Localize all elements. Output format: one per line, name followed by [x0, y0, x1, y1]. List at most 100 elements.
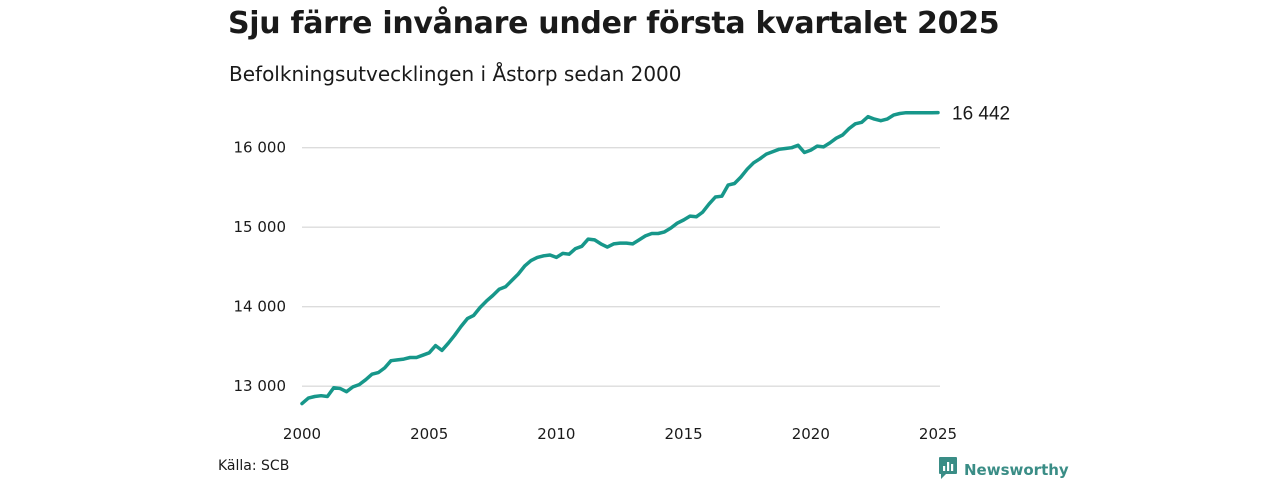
data-point	[497, 287, 501, 291]
data-point	[714, 195, 717, 199]
data-point	[618, 241, 622, 245]
data-point	[656, 232, 660, 235]
data-point	[504, 285, 507, 289]
data-point	[485, 299, 488, 303]
data-point	[491, 294, 495, 297]
brand-name: Newsworthy	[964, 461, 1069, 479]
data-point	[593, 238, 596, 242]
data-point	[370, 372, 374, 376]
data-point	[911, 111, 914, 115]
data-point	[898, 112, 902, 115]
data-point	[803, 151, 806, 154]
data-point	[561, 252, 565, 255]
data-point	[459, 325, 463, 328]
data-point	[529, 259, 533, 262]
data-point	[917, 111, 921, 115]
source-note: Källa: SCB	[218, 458, 290, 474]
data-point	[752, 161, 755, 165]
data-point	[338, 387, 342, 390]
data-point	[688, 214, 692, 218]
data-point	[923, 111, 927, 115]
data-point	[612, 242, 615, 246]
data-point	[402, 357, 406, 361]
data-point	[675, 221, 679, 225]
x-tick-label: 2010	[537, 425, 575, 443]
y-tick-label: 15 000	[234, 218, 287, 236]
data-point	[904, 111, 908, 115]
gridlines	[302, 146, 940, 387]
data-point	[466, 317, 469, 320]
data-point	[841, 133, 844, 137]
data-point	[733, 182, 736, 185]
chart-subtitle: Befolkningsutvecklingen i Åstorp sedan 2…	[229, 62, 682, 86]
data-point	[396, 358, 399, 362]
x-tick-label: 2025	[919, 425, 957, 443]
data-point	[873, 117, 876, 121]
data-point	[555, 256, 558, 259]
data-point	[739, 175, 743, 179]
data-point	[313, 395, 317, 398]
end-value-label: 16 442	[952, 104, 1010, 125]
data-point	[885, 117, 889, 121]
data-point	[300, 402, 304, 405]
data-point	[758, 157, 762, 161]
data-point	[707, 202, 711, 206]
data-point	[625, 241, 628, 245]
data-point	[860, 120, 864, 124]
series-layer	[300, 110, 940, 406]
data-point	[809, 148, 813, 152]
data-point	[720, 194, 724, 198]
data-point	[815, 144, 819, 148]
data-point	[345, 390, 348, 394]
data-point	[822, 145, 825, 149]
data-point	[796, 143, 800, 147]
x-tick-label: 2020	[792, 425, 830, 443]
data-point	[682, 218, 685, 222]
data-point	[599, 242, 603, 246]
data-point	[784, 147, 787, 150]
data-point	[440, 349, 444, 352]
x-tick-label: 2015	[665, 425, 703, 443]
data-point	[580, 244, 584, 248]
data-point	[415, 356, 418, 359]
data-point	[510, 279, 514, 282]
brand[interactable]: Newsworthy	[938, 456, 1069, 484]
data-point	[726, 183, 730, 187]
data-point	[516, 272, 520, 276]
y-tick-label: 14 000	[234, 298, 287, 316]
data-point	[453, 333, 456, 337]
data-point	[586, 237, 590, 241]
data-point	[828, 141, 832, 145]
data-point	[936, 111, 940, 114]
data-point	[879, 119, 883, 123]
data-point	[930, 111, 933, 115]
data-point	[351, 385, 355, 389]
x-tick-label: 2000	[283, 425, 321, 443]
data-point	[535, 256, 539, 259]
data-point	[523, 264, 526, 268]
data-point	[408, 356, 412, 359]
data-point	[847, 127, 851, 130]
data-point	[644, 234, 647, 238]
data-point	[542, 254, 546, 258]
data-point	[694, 215, 698, 219]
data-point	[319, 394, 323, 398]
data-point	[853, 122, 857, 126]
data-point	[421, 353, 425, 357]
data-point	[637, 238, 641, 242]
data-point	[771, 150, 774, 154]
data-point	[472, 314, 476, 317]
data-point	[427, 351, 431, 355]
data-point	[777, 147, 781, 151]
data-point	[866, 115, 870, 119]
data-point	[574, 247, 577, 251]
newsworthy-logo-icon	[938, 456, 958, 484]
data-point	[790, 146, 794, 150]
data-point	[834, 136, 838, 140]
data-point	[764, 152, 768, 156]
data-point	[376, 371, 380, 374]
x-axis-ticks: 2000 2005 2010 2015 2020 2025	[283, 425, 957, 443]
data-point	[631, 242, 635, 246]
data-point	[567, 252, 571, 256]
